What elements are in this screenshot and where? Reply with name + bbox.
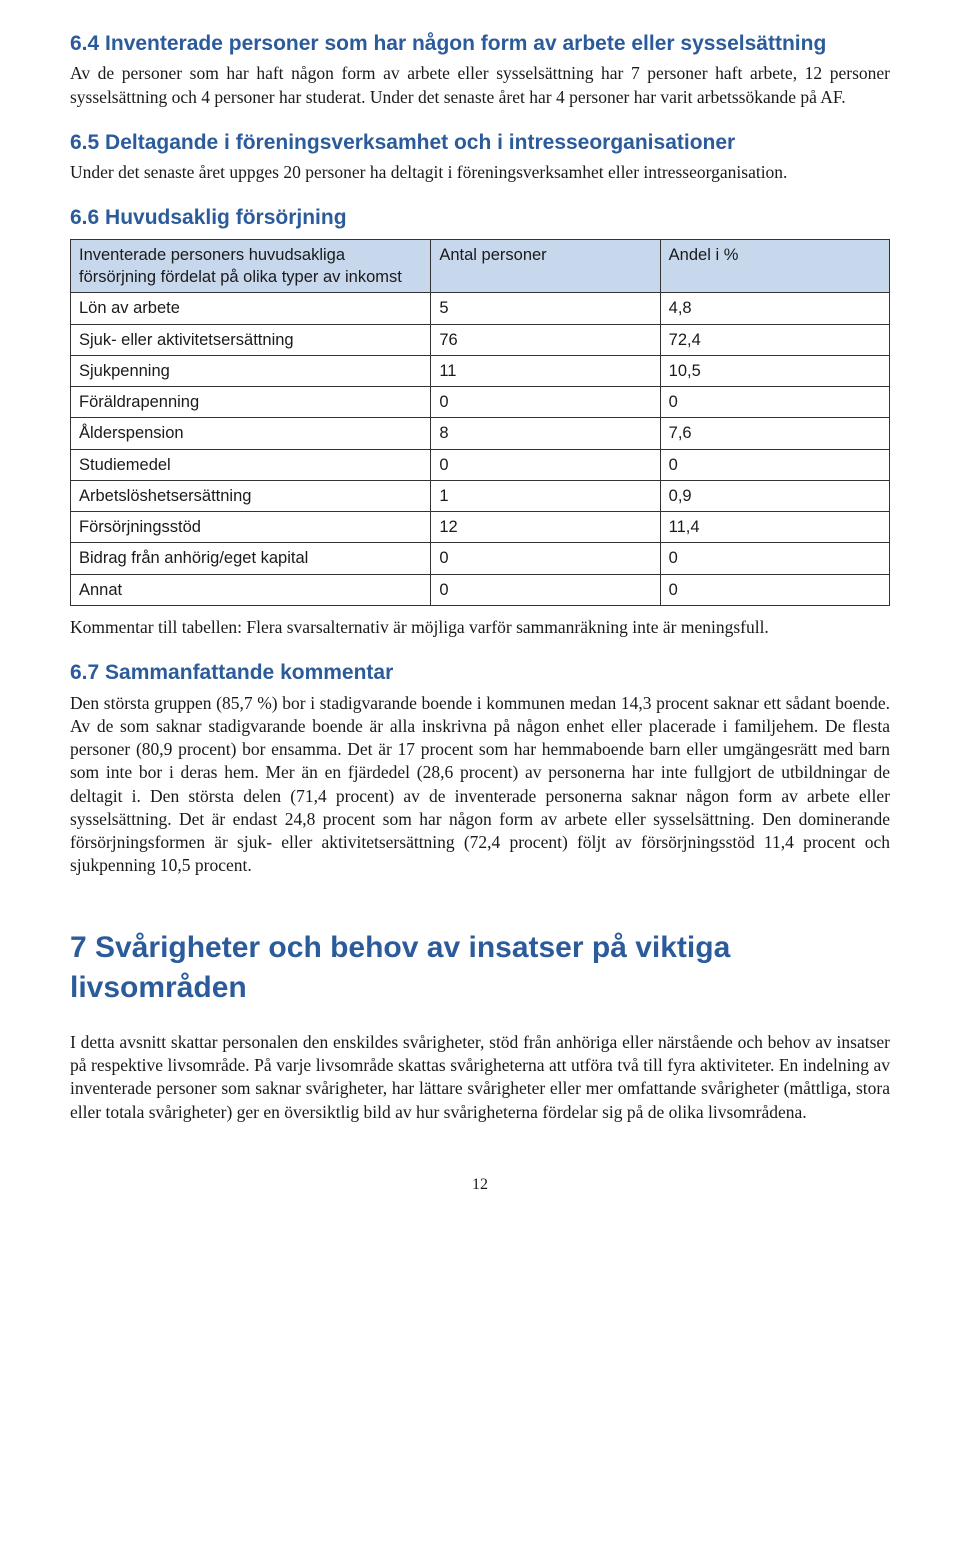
table-cell: 7,6	[660, 418, 889, 449]
table-cell: 0	[660, 387, 889, 418]
table-row: Föräldrapenning00	[71, 387, 890, 418]
table-cell: Arbetslöshetsersättning	[71, 480, 431, 511]
body-6-7: Den största gruppen (85,7 %) bor i stadi…	[70, 692, 890, 878]
col-header-type: Inventerade personers huvudsakliga försö…	[71, 239, 431, 293]
table-cell: 72,4	[660, 324, 889, 355]
table-cell: 10,5	[660, 355, 889, 386]
table-cell: 11,4	[660, 512, 889, 543]
table-cell: 8	[431, 418, 660, 449]
table-cell: 5	[431, 293, 660, 324]
table-cell: 1	[431, 480, 660, 511]
table-cell: 76	[431, 324, 660, 355]
page-number: 12	[70, 1174, 890, 1196]
table-cell: 0,9	[660, 480, 889, 511]
table-row: Studiemedel00	[71, 449, 890, 480]
section-6-4: 6.4 Inventerade personer som har någon f…	[70, 30, 890, 109]
heading-6-6: 6.6 Huvudsaklig försörjning	[70, 204, 890, 232]
table-cell: 12	[431, 512, 660, 543]
table-row: Ålderspension87,6	[71, 418, 890, 449]
table-cell: 4,8	[660, 293, 889, 324]
table-cell: 0	[431, 543, 660, 574]
table-row: Bidrag från anhörig/eget kapital00	[71, 543, 890, 574]
section-6-7: 6.7 Sammanfattande kommentar Den största…	[70, 659, 890, 877]
table-cell: 0	[431, 574, 660, 605]
table-row: Lön av arbete54,8	[71, 293, 890, 324]
table-row: Arbetslöshetsersättning10,9	[71, 480, 890, 511]
table-row: Sjukpenning1110,5	[71, 355, 890, 386]
table-cell: 0	[431, 449, 660, 480]
table-cell: Försörjningsstöd	[71, 512, 431, 543]
section-6-5: 6.5 Deltagande i föreningsverksamhet och…	[70, 129, 890, 185]
table-cell: Sjuk- eller aktivitetsersättning	[71, 324, 431, 355]
body-6-4: Av de personer som har haft någon form a…	[70, 62, 890, 109]
table-row: Sjuk- eller aktivitetsersättning7672,4	[71, 324, 890, 355]
table-cell: Annat	[71, 574, 431, 605]
heading-6-4: 6.4 Inventerade personer som har någon f…	[70, 30, 890, 58]
table-cell: Föräldrapenning	[71, 387, 431, 418]
col-header-percent: Andel i %	[660, 239, 889, 293]
table-cell: 11	[431, 355, 660, 386]
table-cell: Ålderspension	[71, 418, 431, 449]
table-cell: 0	[660, 449, 889, 480]
table-row: Annat00	[71, 574, 890, 605]
table-cell: 0	[431, 387, 660, 418]
income-table-body: Lön av arbete54,8Sjuk- eller aktivitetse…	[71, 293, 890, 606]
table-cell: Bidrag från anhörig/eget kapital	[71, 543, 431, 574]
heading-6-5: 6.5 Deltagande i föreningsverksamhet och…	[70, 129, 890, 157]
income-table: Inventerade personers huvudsakliga försö…	[70, 239, 890, 606]
col-header-count: Antal personer	[431, 239, 660, 293]
table-row: Försörjningsstöd1211,4	[71, 512, 890, 543]
table-cell: Studiemedel	[71, 449, 431, 480]
table-cell: 0	[660, 543, 889, 574]
table-cell: Lön av arbete	[71, 293, 431, 324]
heading-6-7: 6.7 Sammanfattande kommentar	[70, 659, 890, 687]
section-6-6: 6.6 Huvudsaklig försörjning Inventerade …	[70, 204, 890, 639]
body-7: I detta avsnitt skattar personalen den e…	[70, 1031, 890, 1124]
heading-7: 7 Svårigheter och behov av insatser på v…	[70, 928, 890, 1009]
table-cell: Sjukpenning	[71, 355, 431, 386]
table-header-row: Inventerade personers huvudsakliga försö…	[71, 239, 890, 293]
table-comment: Kommentar till tabellen: Flera svarsalte…	[70, 616, 890, 639]
body-6-5: Under det senaste året uppges 20 persone…	[70, 161, 890, 184]
table-cell: 0	[660, 574, 889, 605]
